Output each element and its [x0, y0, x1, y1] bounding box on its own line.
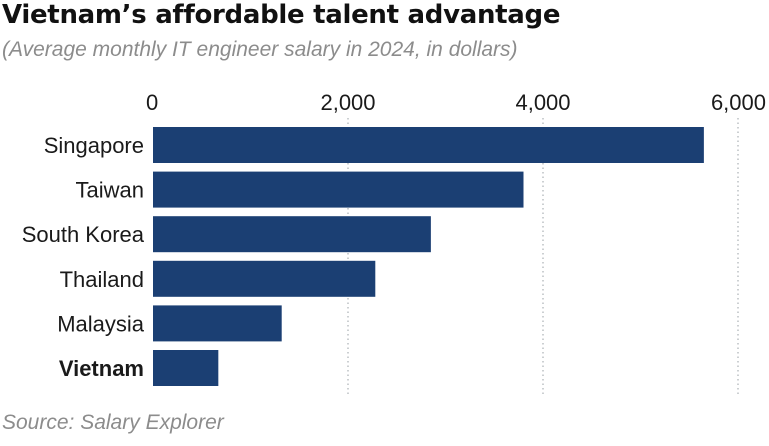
source-note: Source: Salary Explorer: [2, 411, 224, 434]
x-tick-label: 0: [146, 90, 158, 115]
bar-malaysia: [153, 305, 282, 342]
x-tick-label: 4,000: [515, 90, 570, 115]
x-axis-ticks: 0 2,000 4,000 6,000: [146, 90, 766, 115]
bar-singapore: [153, 127, 704, 163]
x-tick-label: 2,000: [320, 90, 375, 115]
chart-subtitle: (Average monthly IT engineer salary in 2…: [2, 38, 518, 61]
category-label: Malaysia: [57, 311, 145, 336]
category-label: Thailand: [60, 267, 144, 292]
category-labels: Singapore Taiwan South Korea Thailand Malays…: [22, 133, 145, 381]
category-label: Taiwan: [76, 178, 144, 203]
gridlines: [347, 118, 739, 395]
bar-south-korea: [153, 216, 431, 253]
category-label: Singapore: [44, 133, 144, 158]
bar-taiwan: [153, 171, 524, 208]
bars: [153, 127, 704, 386]
bar-vietnam: [153, 350, 219, 386]
chart-title: Vietnam’s affordable talent advantage: [2, 0, 561, 30]
category-label: South Korea: [22, 222, 145, 247]
category-label: Vietnam: [59, 356, 144, 381]
x-tick-label: 6,000: [711, 90, 766, 115]
bar-thailand: [153, 260, 376, 297]
